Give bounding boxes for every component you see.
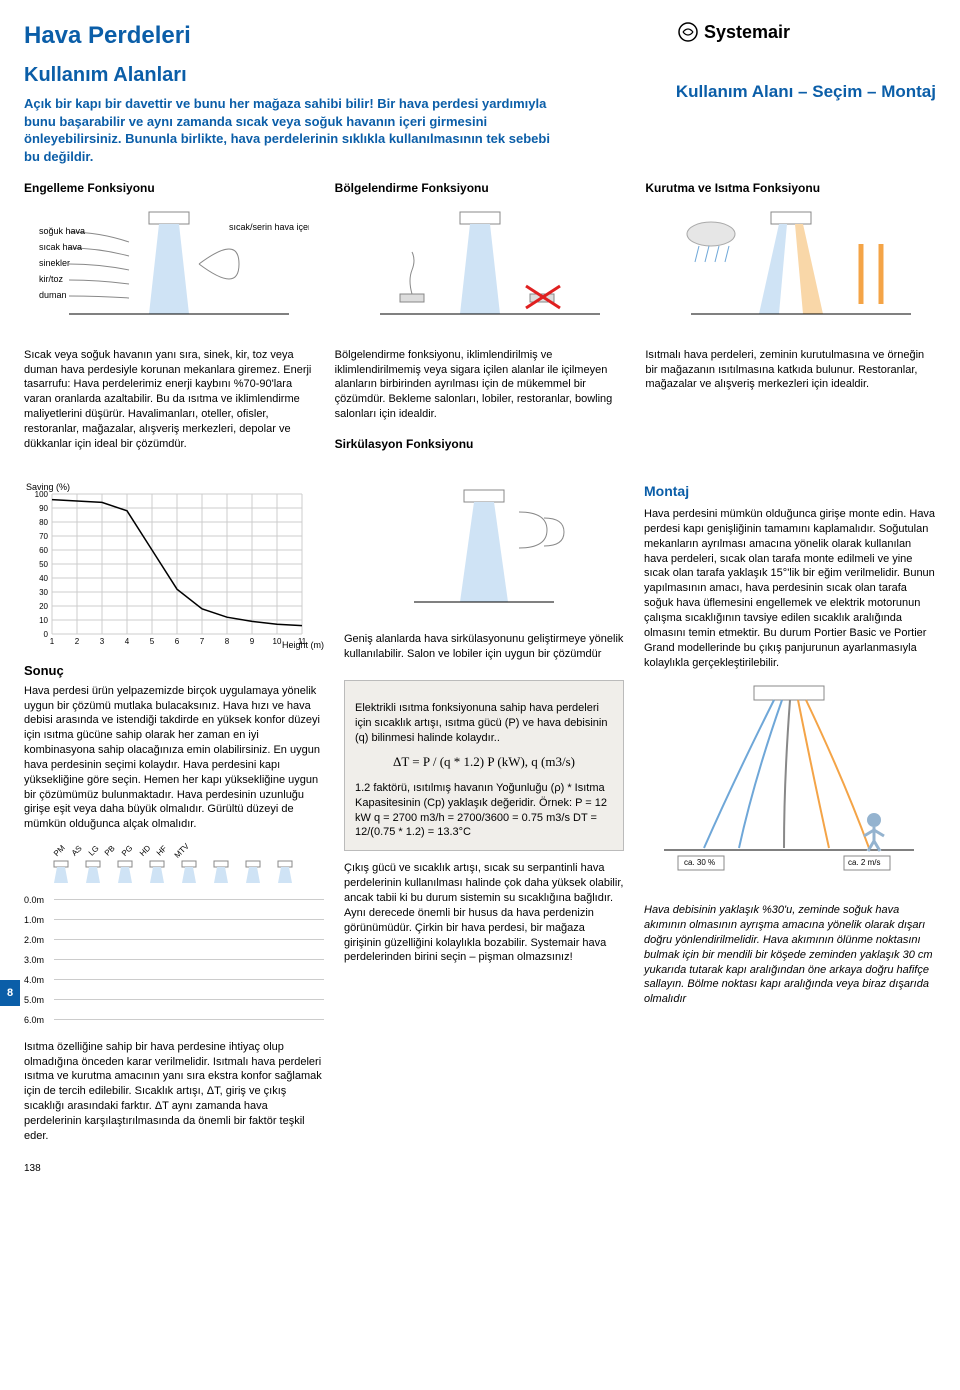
intro-text: Açık bir kapı bir davettir ve bunu her m… [24,95,564,165]
height-chart: PMASLGPBPGHDHFMTV 0.0m1.0m2.0m3.0m4.0m5.… [24,846,324,1030]
func3-heading: Kurutma ve Isıtma Fonksiyonu [645,180,936,196]
model-label: HD [137,844,153,860]
box-p1: Elektrikli ısıtma fonksiyonuna sahip hav… [355,701,613,746]
func1-diagram: soğuk hava sıcak hava sinekler kir/toz d… [24,204,315,324]
svg-text:sinekler: sinekler [39,258,70,268]
height-row: 1.0m [24,910,324,930]
svg-text:Height (m): Height (m) [282,640,324,650]
formula: ΔT = P / (q * 1.2) P (kW), q (m3/s) [355,753,613,771]
model-label: PB [103,844,118,859]
svg-text:10: 10 [39,616,48,625]
montaj-heading: Montaj [644,482,936,501]
height-row: 5.0m [24,990,324,1010]
saving-chart: Saving (%) 0 10 20 30 40 50 60 70 80 90 100 1 2 3 4 5 6 7… [24,482,324,652]
svg-text:70: 70 [39,532,48,541]
model-label: PM [52,843,68,859]
sirk-heading: Sirkülasyon Fonksiyonu [335,436,626,452]
svg-text:2: 2 [75,637,80,646]
svg-text:duman: duman [39,290,67,300]
svg-text:10: 10 [273,637,282,646]
height-row: 0.0m [24,890,324,910]
mid-p2: Çıkış gücü ve sıcaklık artışı, sıcak su … [344,861,624,965]
lower-row: Saving (%) 0 10 20 30 40 50 60 70 80 90 100 1 2 3 4 5 6 7… [24,482,936,1144]
func2-heading: Bölgelendirme Fonksiyonu [335,180,626,196]
model-label: PG [120,844,136,860]
svg-text:7: 7 [200,637,205,646]
badge-30: ca. 30 % [684,858,715,869]
formula-box: Elektrikli ısıtma fonksiyonuna sahip hav… [344,680,624,851]
model-label: LG [86,844,101,859]
svg-text:60: 60 [39,546,48,555]
svg-text:40: 40 [39,574,48,583]
func2-diagram [335,204,626,324]
svg-text:soğuk hava: soğuk hava [39,226,85,236]
svg-text:90: 90 [39,504,48,513]
body-row: Sıcak veya soğuk havanın yanı sıra, sine… [24,348,936,452]
svg-text:kir/toz: kir/toz [39,274,64,284]
functions-row: Engelleme Fonksiyonu soğuk hava sıcak ha… [24,180,936,324]
body-col1: Sıcak veya soğuk havanın yanı sıra, sine… [24,348,315,452]
montaj-note: Hava debisinin yaklaşık %30'u, zeminde s… [644,903,936,1007]
svg-text:9: 9 [250,637,255,646]
svg-text:50: 50 [39,560,48,569]
body-col2: Bölgelendirme fonksiyonu, iklimlendirilm… [335,348,626,422]
svg-text:30: 30 [39,588,48,597]
svg-text:20: 20 [39,602,48,611]
model-label: AS [70,844,85,859]
svg-text:sıcak/serin hava içeride kalır: sıcak/serin hava içeride kalır [229,222,309,232]
svg-text:1: 1 [50,637,55,646]
body-col3: Isıtmalı hava perdeleri, zeminin kurutul… [645,348,936,393]
model-label: HF [155,844,170,859]
height-row: 3.0m [24,950,324,970]
sonuc-p1: Hava perdesi ürün yelpazemizde birçok uy… [24,684,324,832]
brand-logo-icon: Systemair [676,18,826,46]
svg-text:4: 4 [125,637,130,646]
func3-diagram [645,204,936,324]
height-cones [24,859,314,885]
montaj-p1: Hava perdesini mümkün olduğunca girişe m… [644,507,936,670]
svg-text:5: 5 [150,637,155,646]
func1-heading: Engelleme Fonksiyonu [24,180,315,196]
svg-text:3: 3 [100,637,105,646]
page-tab: 8 [0,980,20,1006]
sonuc-p2: Isıtma özelliğine sahip bir hava perdesi… [24,1040,324,1144]
height-row: 6.0m [24,1010,324,1030]
sirk-diagram [344,482,624,622]
height-row: 4.0m [24,970,324,990]
box-p2: 1.2 faktörü, ısıtılmış havanın Yoğunluğu… [355,781,613,840]
svg-text:Saving (%): Saving (%) [26,482,70,492]
page-number: 138 [24,1162,936,1176]
sonuc-heading: Sonuç [24,662,324,680]
brand-text: Systemair [704,22,790,42]
mid-p1: Geniş alanlarda hava sirkülasyonunu geli… [344,632,624,662]
svg-text:sıcak hava: sıcak hava [39,242,82,252]
montaj-illustration: ca. 30 % ca. 2 m/s [644,680,936,885]
height-row: 2.0m [24,930,324,950]
badge-2ms: ca. 2 m/s [848,858,880,869]
svg-text:8: 8 [225,637,230,646]
svg-text:6: 6 [175,637,180,646]
svg-text:0: 0 [44,630,49,639]
pre-subtitle: Kullanım Alanı – Seçim – Montaj [676,81,936,104]
svg-text:80: 80 [39,518,48,527]
header-right: Systemair Kullanım Alanı – Seçim – Monta… [676,18,936,104]
svg-text:100: 100 [35,490,49,499]
